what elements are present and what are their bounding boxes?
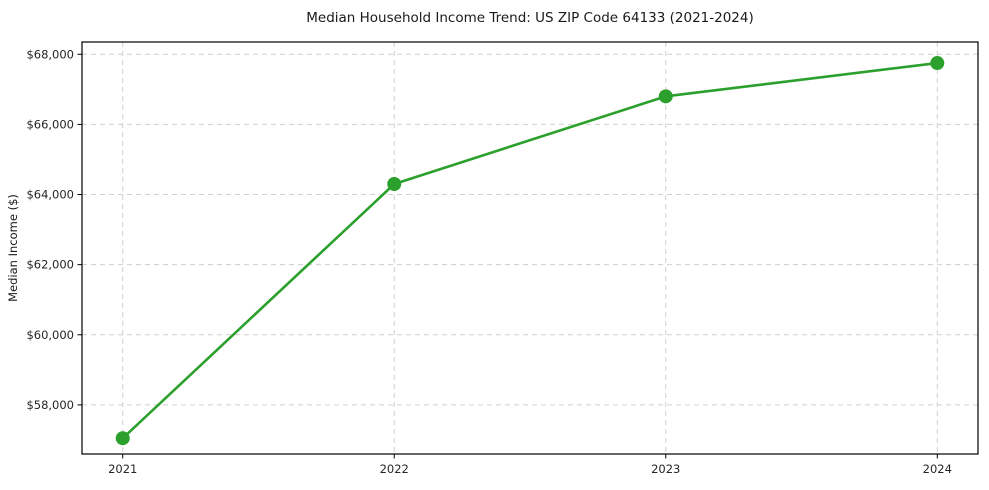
series-layer bbox=[115, 56, 945, 446]
y-tick-label: $58,000 bbox=[26, 398, 74, 412]
y-tick-label: $66,000 bbox=[26, 117, 74, 131]
y-tick-label: $64,000 bbox=[26, 188, 74, 202]
data-point-marker bbox=[115, 431, 130, 446]
y-tick-label: $68,000 bbox=[26, 47, 74, 61]
grid-layer bbox=[82, 42, 978, 454]
tick-layer: $58,000 $60,000 $62,000 $64,000 $66,000 $68,0… bbox=[26, 47, 951, 476]
chart-title: Median Household Income Trend: US ZIP Co… bbox=[306, 10, 754, 26]
y-tick-label: $60,000 bbox=[26, 328, 74, 342]
plot-border bbox=[81, 41, 979, 455]
series-line bbox=[121, 61, 939, 440]
y-axis-label: Median Income ($) bbox=[6, 194, 20, 302]
x-tick-label: 2023 bbox=[651, 462, 680, 476]
data-point-marker bbox=[930, 56, 945, 71]
x-tick-label: 2022 bbox=[380, 462, 409, 476]
x-tick-label: 2021 bbox=[108, 462, 137, 476]
x-tick-label: 2024 bbox=[923, 462, 952, 476]
data-point-marker bbox=[387, 177, 402, 192]
plot-area bbox=[82, 42, 978, 454]
y-tick-label: $62,000 bbox=[26, 258, 74, 272]
data-point-marker bbox=[658, 89, 673, 104]
